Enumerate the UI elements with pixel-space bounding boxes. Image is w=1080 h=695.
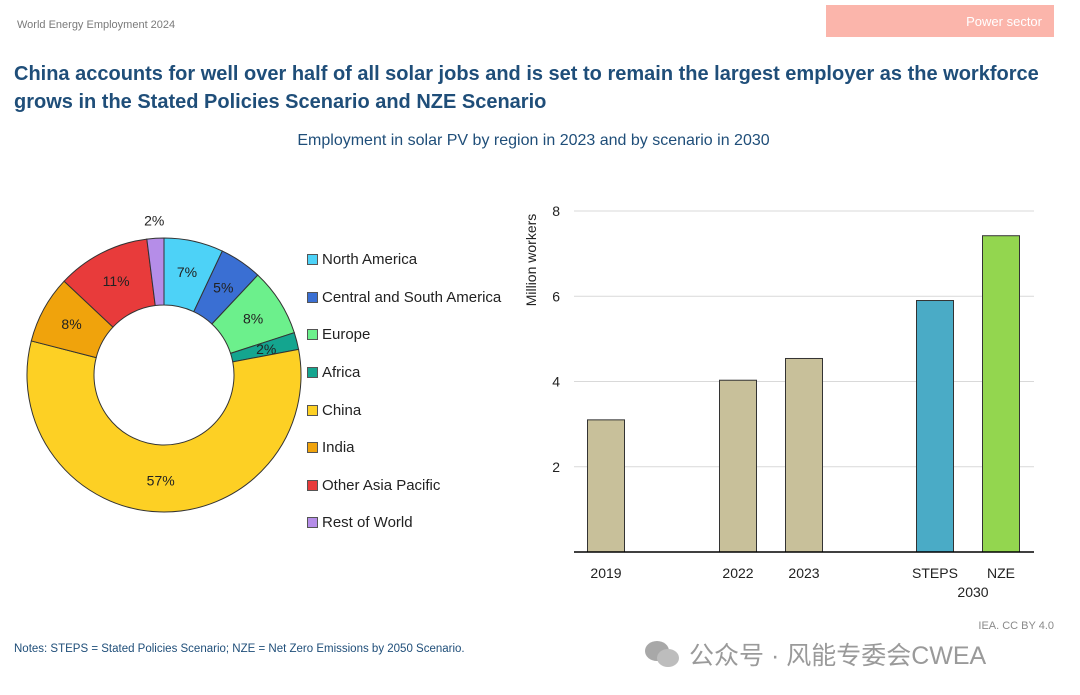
- donut-chart: 7% 5% 8% 2% 57% 8% 11% 2%: [26, 212, 302, 513]
- legend-label: Central and South America: [322, 288, 502, 306]
- x-tick-label: NZE: [987, 565, 1015, 581]
- donut-slice-rest-of-world: [146, 237, 165, 307]
- donut-data-label: 8%: [61, 316, 81, 332]
- x-tick-label: 2023: [788, 565, 819, 581]
- watermark: 公众号 · 风能专委会CWEA: [645, 636, 986, 672]
- donut-data-label: 8%: [243, 310, 263, 326]
- legend-item: Other Asia Pacific: [307, 467, 501, 505]
- chart-subtitle: Employment in solar PV by region in 2023…: [297, 132, 770, 149]
- legend-item: Central and South America: [307, 279, 501, 317]
- legend-item: North America: [307, 241, 501, 279]
- notes: Notes: STEPS = Stated Policies Scenario;…: [14, 643, 465, 655]
- legend-swatch: [307, 254, 318, 266]
- legend-swatch: [307, 291, 318, 303]
- y-tick-label: 8: [552, 203, 560, 219]
- legend-swatch: [307, 479, 318, 491]
- y-tick-label: 4: [552, 374, 560, 390]
- legend-swatch: [307, 517, 318, 529]
- donut-legend: North America Central and South America …: [307, 241, 501, 542]
- legend-label: Europe: [322, 326, 371, 344]
- legend-label: China: [322, 401, 362, 419]
- bar-nze: [982, 235, 1020, 553]
- legend-label: India: [322, 439, 355, 457]
- legend-label: North America: [322, 251, 418, 269]
- legend-item: Africa: [307, 354, 501, 392]
- legend-item: India: [307, 429, 501, 467]
- donut-data-label: 2%: [144, 212, 164, 228]
- donut-data-label: 7%: [177, 264, 197, 280]
- bar-2023: [785, 357, 823, 553]
- sector-badge: Power sector: [826, 5, 1054, 37]
- source-credit: IEA. CC BY 4.0: [978, 620, 1054, 632]
- legend-label: Other Asia Pacific: [322, 476, 441, 494]
- donut-slice-china: [26, 340, 302, 513]
- x-tick-label: 2019: [590, 565, 621, 581]
- wechat-icon: [645, 641, 679, 667]
- legend-item: Europe: [307, 316, 501, 354]
- y-tick-label: 2: [552, 459, 560, 475]
- legend-swatch: [307, 442, 318, 454]
- legend-label: Africa: [322, 364, 361, 382]
- bar-2022: [719, 379, 757, 553]
- bar-steps: [916, 300, 954, 553]
- donut-data-label: 11%: [103, 273, 130, 289]
- x-tick-label: STEPS: [912, 565, 958, 581]
- bar-chart: 2 4 6 8 Million workers 2019 2022 2023 STEPS NZE 2…: [523, 203, 1034, 600]
- legend-item: Rest of World: [307, 504, 501, 542]
- y-tick-label: 6: [552, 288, 560, 304]
- watermark-text: 公众号 · 风能专委会CWEA: [689, 642, 987, 670]
- report-title: World Energy Employment 2024: [17, 19, 176, 31]
- legend-swatch: [307, 404, 318, 416]
- y-axis-label: Million workers: [523, 214, 539, 307]
- bar-2019: [587, 419, 625, 553]
- donut-data-label: 2%: [256, 341, 276, 357]
- legend-item: China: [307, 391, 501, 429]
- legend-swatch: [307, 367, 318, 379]
- legend-swatch: [307, 329, 318, 341]
- donut-data-label: 57%: [147, 472, 175, 488]
- legend-label: Rest of World: [322, 514, 413, 532]
- x-group-label: 2030: [957, 584, 988, 600]
- donut-data-label: 5%: [213, 280, 233, 296]
- headline: China accounts for well over half of all…: [14, 63, 1039, 113]
- x-tick-label: 2022: [722, 565, 753, 581]
